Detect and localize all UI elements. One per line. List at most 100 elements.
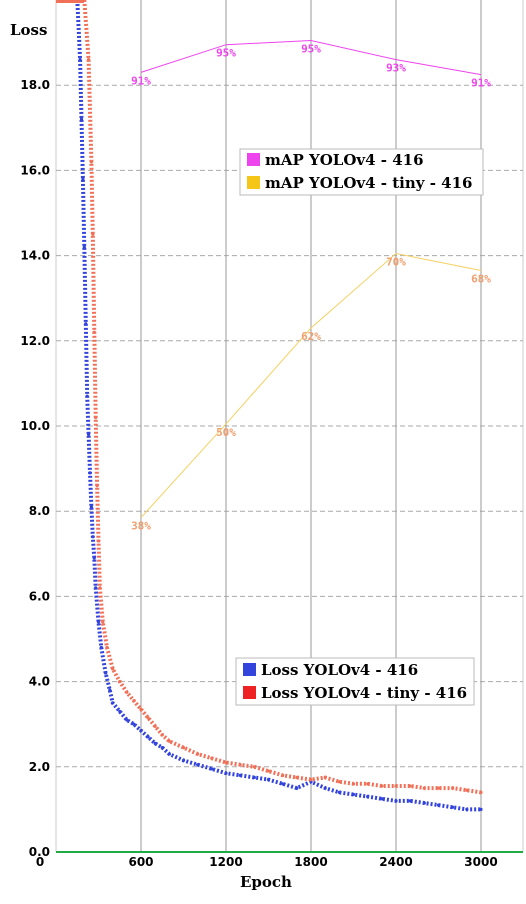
loss-legend-box xyxy=(235,657,475,706)
loss-point-loss_tiny xyxy=(295,775,299,780)
map-series: 91% 95% 95% 93% 91% 38% 50% 62% 70% 68% xyxy=(131,39,491,533)
loss-point-loss_full xyxy=(153,741,157,745)
map-line-map_full xyxy=(140,39,482,76)
loss-point-loss_tiny xyxy=(92,330,96,334)
loss-point-loss_tiny xyxy=(436,786,441,790)
y-tick-label: 2.0 xyxy=(29,760,50,774)
loss-point-loss_full xyxy=(394,799,398,803)
map-legend-swatch-full xyxy=(247,153,260,166)
loss-point-loss_full xyxy=(108,688,112,692)
loss-point-loss_tiny xyxy=(337,780,341,784)
loss-point-loss_tiny xyxy=(95,484,99,488)
loss-point-loss_tiny xyxy=(422,786,426,790)
y-tick-label: 4.0 xyxy=(29,675,50,689)
loss-point-loss_tiny xyxy=(351,782,356,786)
map-point-label-map_full: 95% xyxy=(216,47,236,60)
loss-point-loss_tiny xyxy=(94,415,98,420)
loss-point-loss_tiny xyxy=(366,782,370,786)
loss-point-loss_full xyxy=(96,620,101,624)
x-tick-label: 3000 xyxy=(464,855,497,869)
y-tick-label: 14.0 xyxy=(20,249,50,263)
loss-point-loss_full xyxy=(196,763,200,767)
loss-point-loss_full xyxy=(84,322,88,326)
loss-point-loss_full xyxy=(337,790,341,794)
loss-point-loss_tiny xyxy=(266,769,271,773)
loss-point-loss_full xyxy=(78,58,82,62)
map-point-label-map_tiny: 68% xyxy=(471,273,491,286)
loss-point-loss_full xyxy=(479,807,483,812)
map-point-label-map_tiny: 38% xyxy=(131,520,151,533)
loss-legend-swatch-tiny xyxy=(243,686,256,699)
loss-point-loss_full xyxy=(89,505,94,509)
x-tick-label: 2400 xyxy=(379,855,412,869)
map-line-map_tiny xyxy=(140,252,482,518)
loss-point-loss_tiny xyxy=(252,765,256,769)
loss-point-loss_full xyxy=(366,795,370,799)
loss-point-loss_full xyxy=(408,799,412,803)
loss-point-loss_full xyxy=(132,722,136,726)
loss-point-loss_full xyxy=(281,782,285,786)
loss-point-loss_full xyxy=(160,746,164,750)
loss-point-loss_tiny xyxy=(408,784,412,788)
loss-point-loss_full xyxy=(224,771,228,775)
loss-point-loss_full xyxy=(92,556,96,560)
loss-point-loss_full xyxy=(295,786,299,790)
loss-point-loss_full xyxy=(323,786,327,790)
map-legend-label-tiny: mAP YOLOv4 - tiny - 416 xyxy=(265,174,472,192)
loss-point-loss_tiny xyxy=(238,763,242,767)
map-point-label-map_full: 93% xyxy=(386,62,406,75)
loss-series xyxy=(56,0,483,812)
loss-point-loss_tiny xyxy=(153,724,157,728)
loss-point-loss_full xyxy=(266,777,271,782)
loss-point-loss_full xyxy=(436,803,441,807)
loss-point-loss_full xyxy=(422,801,426,805)
map-legend-label-full: mAP YOLOv4 - 416 xyxy=(265,151,424,169)
map-legend-box xyxy=(239,148,484,196)
loss-point-loss_full xyxy=(118,709,122,714)
loss-point-loss_full xyxy=(125,718,129,722)
loss-point-loss_tiny xyxy=(105,645,109,650)
loss-point-loss_tiny xyxy=(210,756,214,760)
loss-point-loss_tiny xyxy=(146,716,150,720)
x-tick-labels: 0 600 1200 1800 2400 3000 xyxy=(36,855,498,869)
loss-point-loss_full xyxy=(167,752,171,756)
loss-point-loss_full xyxy=(252,775,256,780)
loss-point-loss_full xyxy=(81,177,85,181)
loss-point-loss_full xyxy=(99,645,103,650)
loss-point-loss_full xyxy=(238,773,242,777)
loss-point-loss_tiny xyxy=(196,752,200,756)
loss-point-loss_tiny xyxy=(160,733,164,737)
loss-legend-swatch-full xyxy=(243,663,256,676)
x-axis-title: Epoch xyxy=(240,873,292,891)
map-point-label-map_full: 91% xyxy=(131,74,151,87)
loss-point-loss_tiny xyxy=(479,790,483,794)
map-point-label-map_tiny: 50% xyxy=(216,426,236,439)
y-tick-labels: 0.0 2.0 4.0 6.0 8.0 10.0 12.0 14.0 16.0 18.0 xyxy=(20,78,50,859)
loss-point-loss_tiny xyxy=(91,232,95,236)
loss-point-loss_full xyxy=(351,792,356,797)
loss-point-loss_tiny xyxy=(139,707,143,711)
y-tick-label: 16.0 xyxy=(20,163,50,177)
loss-point-loss_full xyxy=(210,767,214,771)
map-point-label-map_full: 91% xyxy=(471,77,491,90)
map-point-label-map_tiny: 70% xyxy=(386,255,406,268)
x-tick-label: 1200 xyxy=(209,855,242,869)
y-tick-label: 8.0 xyxy=(29,504,50,518)
loss-point-loss_full xyxy=(181,758,186,763)
y-tick-label: 18.0 xyxy=(20,78,50,92)
loss-point-loss_full xyxy=(380,797,384,801)
loss-point-loss_tiny xyxy=(323,775,327,780)
loss-point-loss_tiny xyxy=(281,773,285,777)
loss-point-loss_full xyxy=(94,586,98,590)
map-legend: mAP YOLOv4 - 416 mAP YOLOv4 - tiny - 416 xyxy=(239,148,484,196)
x-tick-label: 600 xyxy=(128,855,153,869)
loss-point-loss_tiny xyxy=(394,784,398,788)
loss-point-loss_full xyxy=(79,117,84,121)
loss-point-loss_tiny xyxy=(86,58,91,62)
loss-point-loss_tiny xyxy=(181,746,186,750)
loss-point-loss_tiny xyxy=(451,786,455,790)
y-axis-title: Loss xyxy=(10,21,47,39)
loss-point-loss_tiny xyxy=(96,539,101,543)
loss-point-loss_tiny xyxy=(224,760,228,765)
